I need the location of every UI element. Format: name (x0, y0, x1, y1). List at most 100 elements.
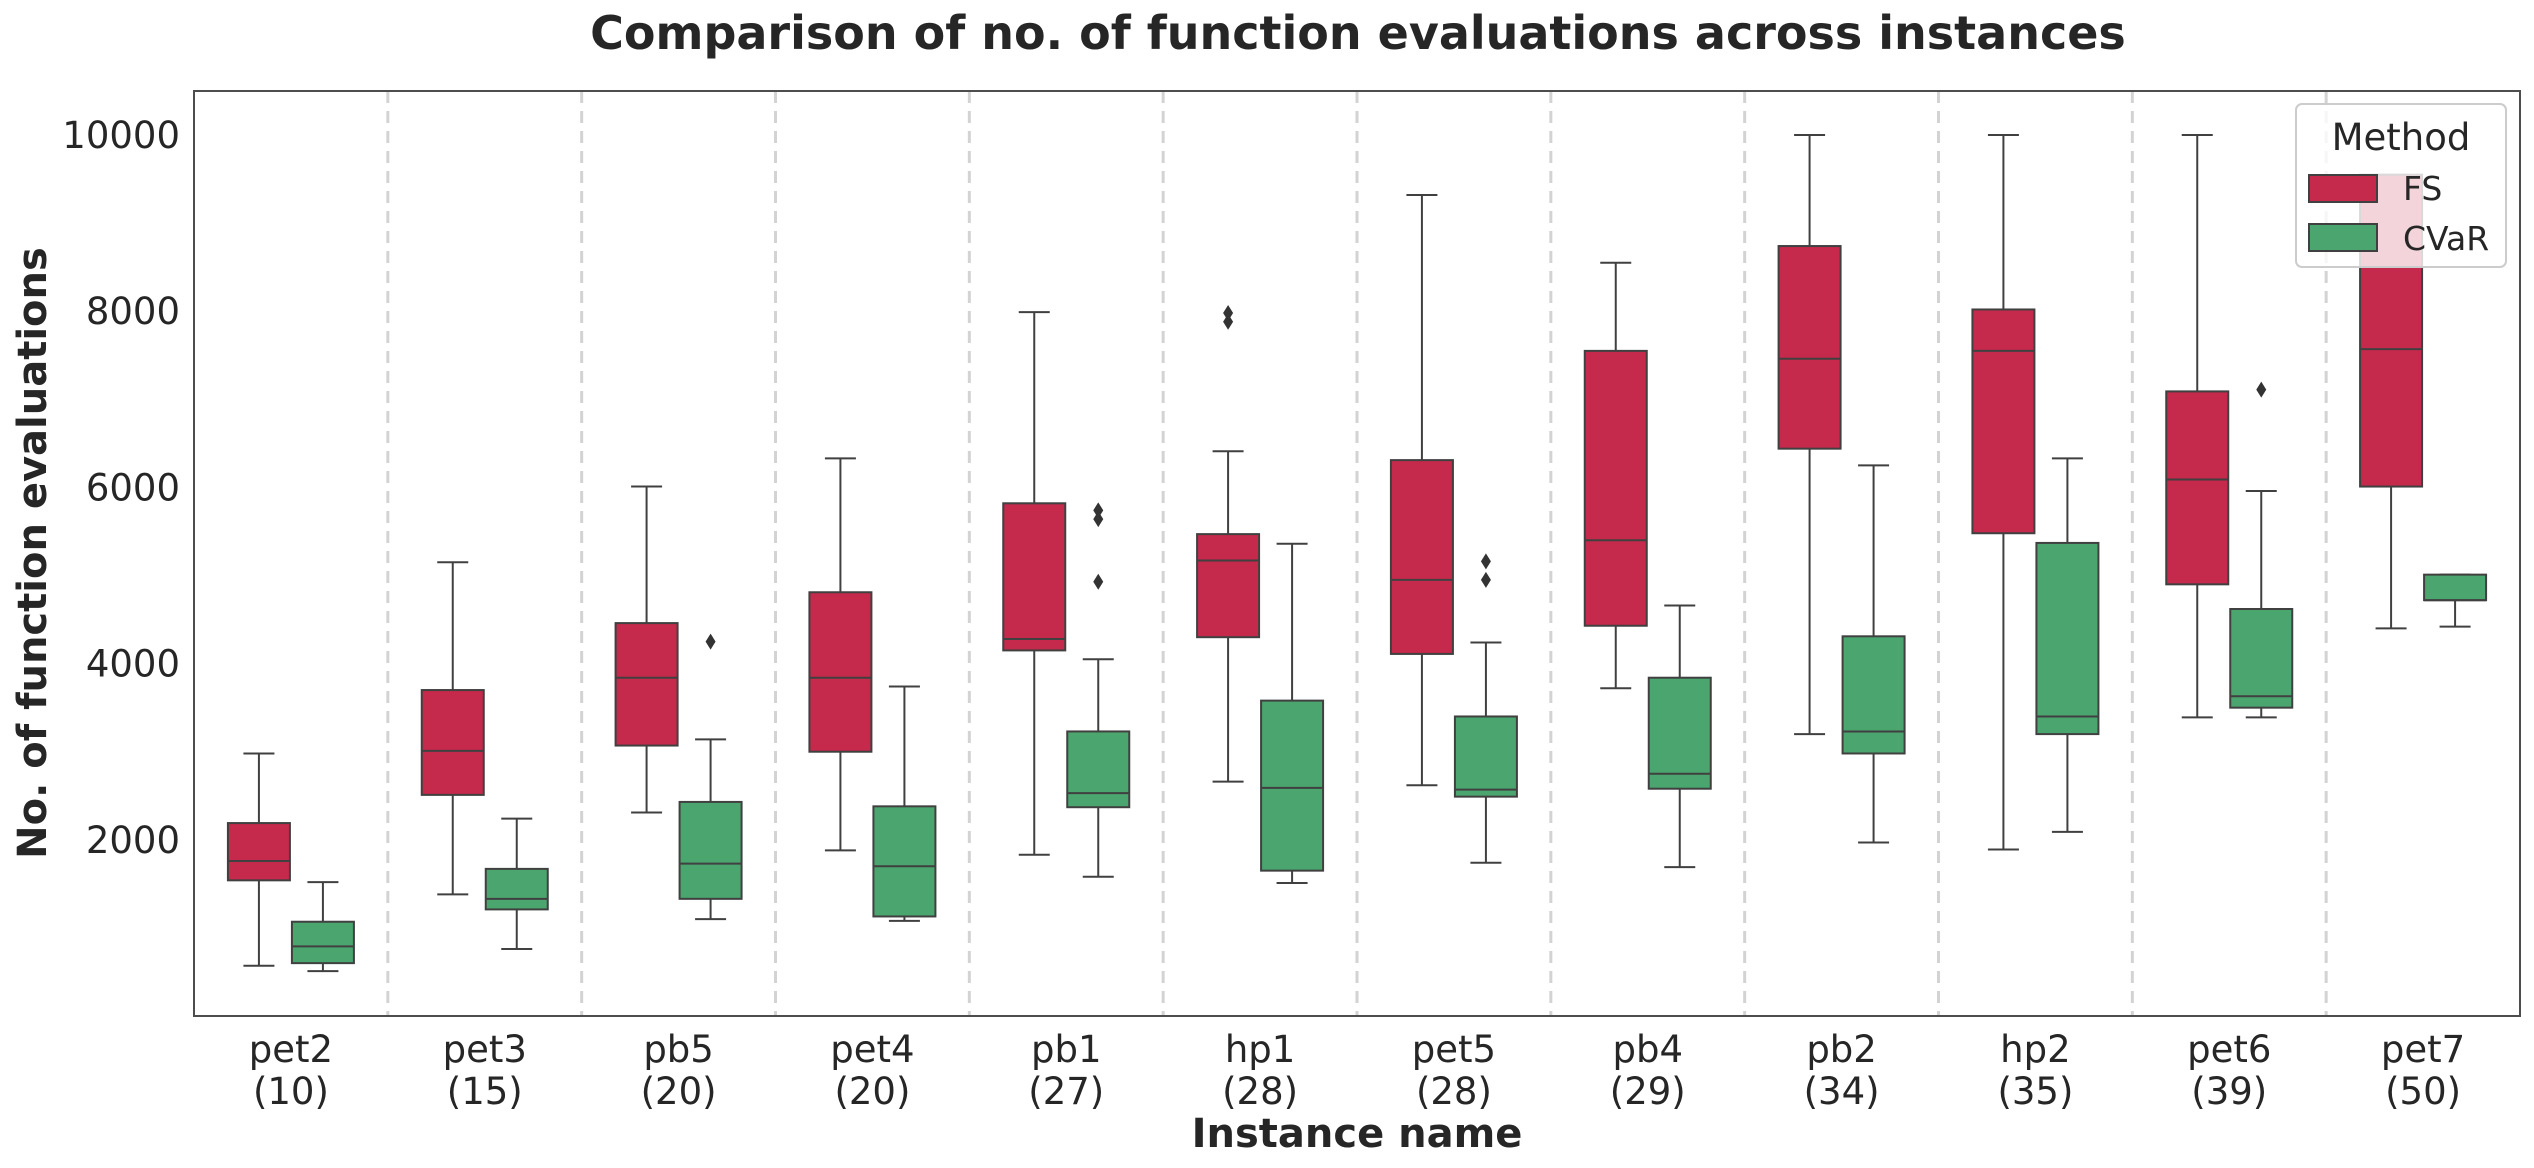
box-iqr (1389, 459, 1454, 655)
x-tick-label-name: pb1 (1031, 1028, 1102, 1071)
box-fs (1777, 134, 1842, 736)
box-iqr (1260, 699, 1325, 872)
y-axis-label: No. of function evaluations (10, 247, 56, 859)
box-cvar (1066, 502, 1131, 878)
box-iqr (2229, 608, 2294, 709)
x-tick-label-name: hp1 (1225, 1028, 1295, 1071)
box-iqr (1453, 715, 1518, 798)
box-cvar (484, 817, 549, 951)
chart-title: Comparison of no. of function evaluation… (590, 6, 2126, 60)
box-iqr (1841, 635, 1906, 755)
x-tick-label-name: hp2 (2000, 1028, 2070, 1071)
box-iqr (1583, 349, 1648, 627)
boxes-layer (226, 134, 2488, 973)
box-fs (1002, 311, 1067, 856)
x-tick-label-size: (50) (2385, 1070, 2461, 1113)
plot-frame (193, 90, 2521, 1017)
x-tick-label-name: pet6 (2187, 1028, 2271, 1071)
box-iqr (420, 689, 485, 796)
outlier-point (705, 633, 716, 650)
x-tick-label-name: pet3 (443, 1028, 527, 1071)
outlier-point (1223, 305, 1234, 321)
box-fs (808, 457, 873, 852)
box-fs (420, 561, 485, 896)
box-iqr (1196, 533, 1261, 639)
box-iqr (226, 822, 291, 882)
box-fs (2165, 134, 2230, 719)
box-cvar (1647, 604, 1712, 869)
x-tick-label-size: (34) (1804, 1070, 1880, 1113)
box-iqr (614, 622, 679, 747)
box-iqr (808, 591, 873, 753)
box-cvar (1453, 553, 1518, 864)
box-cvar (1260, 542, 1325, 884)
outlier-point (1480, 553, 1491, 570)
box-iqr (1066, 730, 1131, 809)
box-iqr (484, 867, 549, 911)
x-tick-label-name: pet4 (830, 1028, 914, 1071)
x-tick-label-name: pet5 (1412, 1028, 1496, 1071)
instance-separators (386, 91, 2328, 1016)
box-fs (614, 485, 679, 814)
box-iqr (2423, 573, 2488, 602)
x-tick-label-name: pb2 (1806, 1028, 1877, 1071)
x-axis-ticks: pet2(10)pet3(15)pb5(20)pet4(20)pb1(27)hp… (249, 1028, 2465, 1113)
box-cvar (2229, 381, 2294, 719)
box-iqr (1002, 502, 1067, 652)
legend-swatch-cvar (2308, 223, 2378, 252)
box-iqr (290, 920, 355, 965)
box-cvar (2035, 457, 2100, 833)
x-tick-label-size: (20) (641, 1070, 717, 1113)
box-cvar (872, 685, 937, 922)
box-iqr (2165, 390, 2230, 586)
box-iqr (678, 800, 743, 900)
box-iqr (1777, 245, 1842, 450)
outlier-point (1223, 313, 1234, 330)
x-tick-label-size: (29) (1610, 1070, 1686, 1113)
x-tick-label-name: pb5 (643, 1028, 714, 1071)
x-tick-label-size: (35) (1997, 1070, 2073, 1113)
legend-swatch-fs (2308, 174, 2378, 203)
box-fs (1389, 193, 1454, 787)
legend-label-cvar: CVaR (2403, 219, 2489, 258)
box-cvar (290, 881, 355, 973)
x-tick-label-size: (28) (1222, 1070, 1298, 1113)
outlier-point (1480, 571, 1491, 588)
box-iqr (1971, 308, 2036, 535)
y-axis-ticks: 2000 4000 6000 8000 10000 (62, 114, 180, 862)
y-tick-label: 4000 (86, 643, 180, 686)
x-tick-label-size: (28) (1416, 1070, 1492, 1113)
box-cvar (678, 633, 743, 921)
box-fs (1971, 134, 2036, 851)
x-tick-label-size: (27) (1028, 1070, 1104, 1113)
outlier-point (1093, 502, 1104, 519)
legend-label-fs: FS (2403, 169, 2442, 208)
y-tick-label: 6000 (86, 466, 180, 509)
box-fs (226, 752, 291, 967)
x-tick-label-size: (15) (447, 1070, 523, 1113)
x-tick-label-name: pb4 (1612, 1028, 1683, 1071)
outlier-point (1093, 573, 1104, 590)
legend-title: Method (2332, 116, 2471, 159)
box-cvar (2423, 573, 2488, 628)
x-tick-label-size: (20) (834, 1070, 910, 1113)
box-iqr (872, 805, 937, 918)
outlier-point (1093, 511, 1104, 528)
legend: Method FS CVaR (2295, 103, 2507, 268)
x-tick-label-name: pet2 (249, 1028, 333, 1071)
box-fs (1583, 261, 1648, 690)
x-tick-label-size: (39) (2191, 1070, 2267, 1113)
box-iqr (1647, 676, 1712, 790)
y-tick-label: 10000 (62, 114, 180, 157)
x-tick-label-name: pet7 (2381, 1028, 2465, 1071)
box-fs (1196, 305, 1261, 783)
box-iqr (2035, 541, 2100, 736)
y-tick-label: 2000 (86, 819, 180, 862)
x-tick-label-size: (10) (253, 1070, 329, 1113)
x-axis-label: Instance name (1192, 1111, 1523, 1157)
box-cvar (1841, 464, 1906, 844)
y-tick-label: 8000 (86, 290, 180, 333)
outlier-point (2256, 381, 2267, 398)
